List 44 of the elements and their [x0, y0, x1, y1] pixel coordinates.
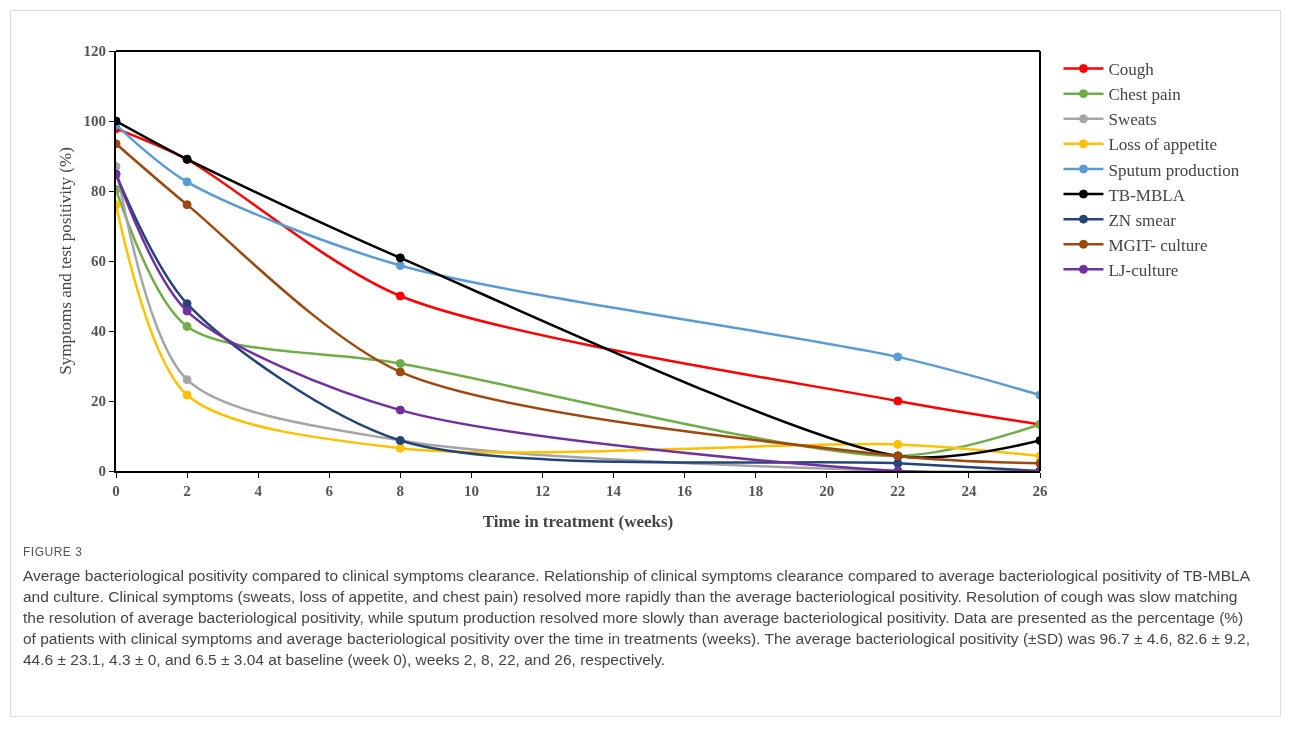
y-tick-label: 120 [83, 43, 106, 60]
caption: FIGURE 3 [23, 545, 84, 559]
legend-label: LJ-culture [1108, 260, 1179, 280]
point [182, 177, 192, 187]
x-tick-label: 10 [463, 483, 479, 499]
y-tick-label: 0 [98, 463, 106, 480]
legend-label: Sweats [1108, 110, 1157, 130]
legend-label: Loss of appetite [1108, 135, 1218, 155]
point [182, 200, 192, 210]
x-tick-label: 24 [961, 483, 977, 499]
point [182, 306, 192, 316]
x-axis-title: Time in treatment (weeks) [482, 512, 674, 531]
y-tick-label: 40 [91, 323, 106, 340]
point [395, 405, 405, 415]
x-tick-label: 16 [677, 483, 693, 499]
point [395, 359, 405, 369]
legend-label: MGIT- culture [1108, 235, 1208, 255]
x-tick-label: 22 [890, 483, 906, 499]
text: Average bacteriological positivity compared to clinical symptoms clearance. Relationship of clinical symptoms clearance compared to average bacteriological positivity of TB-MBLA and culture. Clinical symptoms (sweats, loss of appetite, and chest pain) resolved more rapidly than the average bacteriological positivity. Resolution of cough was slow matching the resolution of average bacteriological positivity, while sputum production resolved more slowly than average bacteriological positivity. Data are presented as the percentage (%) of patients with clinical symptoms and average bacteriological positivity over the time in treatments (weeks). The average bacteriological positivity (±SD) was 96.7 ± 4.6, 82.6 ± 9.2, 44.6 ± 23.1, 4.3 ± 0, and 6.5 ± 3.04 at baseline (week 0), weeks 2, 8, 22, and 26, respectively. [23, 566, 1252, 670]
x-tick-label: 20 [819, 483, 835, 499]
x-tick-label: 8 [396, 483, 405, 499]
x-tick-label: 26 [1032, 483, 1048, 499]
y-tick-label: 60 [91, 253, 106, 270]
legend-label: Chest pain [1108, 85, 1182, 105]
point [182, 390, 192, 400]
y-tick-label: 100 [83, 113, 106, 130]
y-tick-label: 20 [91, 393, 106, 410]
x-tick-label: 14 [606, 483, 622, 499]
x-tick-label: 18 [748, 483, 764, 499]
x-tick-label: 2 [183, 483, 191, 499]
legend-label: Sputum production [1108, 160, 1240, 180]
y-tick-label: 80 [91, 183, 106, 200]
x-tick-label: 12 [534, 483, 550, 499]
legend-label: Cough [1108, 60, 1155, 80]
point [395, 443, 405, 453]
x-tick-label: 4 [254, 483, 263, 499]
point [182, 321, 192, 331]
point [395, 261, 405, 271]
x-tick-label: 0 [112, 483, 120, 499]
legend-label: ZN smear [1108, 210, 1177, 230]
y-axis-title: Symptoms and test positivity (%) [56, 147, 75, 375]
x-tick-label: 6 [325, 483, 334, 499]
legend-label: TB-MBLA [1108, 185, 1186, 205]
point [395, 367, 405, 377]
